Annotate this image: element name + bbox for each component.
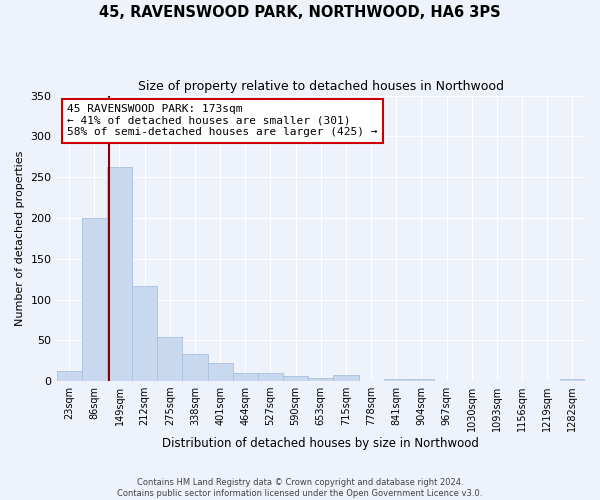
Bar bbox=[409, 380, 434, 381]
X-axis label: Distribution of detached houses by size in Northwood: Distribution of detached houses by size … bbox=[163, 437, 479, 450]
Bar bbox=[56, 372, 82, 381]
Y-axis label: Number of detached properties: Number of detached properties bbox=[15, 150, 25, 326]
Bar bbox=[560, 380, 585, 381]
Bar bbox=[208, 363, 233, 381]
Bar bbox=[107, 168, 132, 381]
Text: 45, RAVENSWOOD PARK, NORTHWOOD, HA6 3PS: 45, RAVENSWOOD PARK, NORTHWOOD, HA6 3PS bbox=[99, 5, 501, 20]
Bar bbox=[82, 218, 107, 381]
Bar bbox=[334, 376, 359, 381]
Bar bbox=[157, 337, 182, 381]
Bar bbox=[182, 354, 208, 381]
Bar bbox=[233, 373, 258, 381]
Text: Contains HM Land Registry data © Crown copyright and database right 2024.
Contai: Contains HM Land Registry data © Crown c… bbox=[118, 478, 482, 498]
Bar bbox=[283, 376, 308, 381]
Text: 45 RAVENSWOOD PARK: 173sqm
← 41% of detached houses are smaller (301)
58% of sem: 45 RAVENSWOOD PARK: 173sqm ← 41% of deta… bbox=[67, 104, 377, 138]
Title: Size of property relative to detached houses in Northwood: Size of property relative to detached ho… bbox=[138, 80, 504, 93]
Bar bbox=[258, 373, 283, 381]
Bar bbox=[132, 286, 157, 381]
Bar bbox=[308, 378, 334, 381]
Bar bbox=[383, 378, 409, 381]
